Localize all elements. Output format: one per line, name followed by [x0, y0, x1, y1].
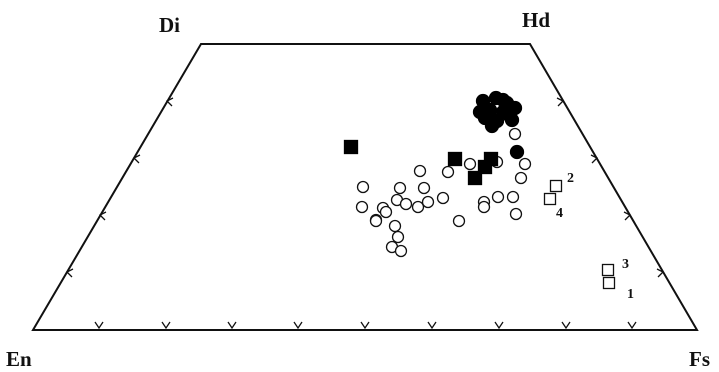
open-circle-marker — [436, 191, 450, 205]
open-circle-marker — [452, 214, 466, 228]
open-circle-marker — [518, 157, 532, 171]
open-circle-marker — [477, 200, 491, 214]
right-tick-4 — [656, 268, 665, 278]
vertex-label-hd: Hd — [522, 8, 550, 32]
filled-circle-marker — [504, 112, 520, 128]
open-circle-marker — [369, 214, 383, 228]
filled-circle-marker — [484, 118, 500, 134]
right-tick-3 — [623, 211, 632, 221]
open-circle-marker — [399, 197, 413, 211]
open-square-marker — [601, 263, 615, 277]
point-label-3: 3 — [622, 257, 629, 272]
bottom-tick-7 — [494, 321, 504, 330]
right-tick-1 — [556, 97, 565, 107]
open-circle-marker — [411, 200, 425, 214]
open-circle-marker — [356, 180, 370, 194]
tick-marks — [65, 97, 665, 330]
bottom-tick-5 — [360, 321, 370, 330]
bottom-tick-3 — [227, 321, 237, 330]
open-circle-marker — [355, 200, 369, 214]
open-circle-marker — [506, 190, 520, 204]
vertex-label-fs: Fs — [689, 347, 710, 371]
open-square-marker — [549, 179, 563, 193]
open-circle-marker — [413, 164, 427, 178]
filled-circle-marker — [472, 104, 488, 120]
open-circle-marker — [514, 171, 528, 185]
bottom-tick-8 — [561, 321, 571, 330]
point-label-2: 2 — [567, 171, 574, 186]
bottom-tick-6 — [427, 321, 437, 330]
open-circle-marker — [421, 195, 435, 209]
open-square-marker — [543, 192, 557, 206]
open-square-marker — [602, 276, 616, 290]
open-circle-marker — [394, 244, 408, 258]
left-tick-4 — [165, 97, 174, 107]
open-circle-marker — [441, 165, 455, 179]
open-circle-marker — [391, 230, 405, 244]
filled-circle-marker — [495, 92, 511, 108]
bottom-tick-1 — [94, 321, 104, 330]
open-circle-marker — [388, 219, 402, 233]
data-markers — [343, 90, 616, 290]
filled-circle-marker — [509, 144, 525, 160]
left-tick-2 — [98, 211, 107, 221]
filled-square-marker — [467, 170, 483, 186]
filled-square-marker — [447, 151, 463, 167]
left-tick-1 — [65, 268, 74, 278]
bottom-tick-2 — [161, 321, 171, 330]
filled-square-marker — [483, 151, 499, 167]
left-tick-3 — [132, 154, 141, 164]
open-circle-marker — [508, 127, 522, 141]
point-label-4: 4 — [556, 206, 563, 221]
vertex-label-en: En — [6, 347, 32, 371]
vertex-label-di: Di — [159, 13, 180, 37]
filled-square-marker — [343, 139, 359, 155]
open-circle-marker — [393, 181, 407, 195]
quadrilateral-frame — [31, 43, 699, 331]
right-tick-2 — [590, 154, 599, 164]
bottom-tick-9 — [627, 321, 637, 330]
point-label-1: 1 — [627, 287, 634, 302]
bottom-tick-4 — [293, 321, 303, 330]
open-circle-marker — [417, 181, 431, 195]
open-circle-marker — [509, 207, 523, 221]
open-circle-marker — [491, 190, 505, 204]
open-circle-marker — [463, 157, 477, 171]
open-circle-marker — [379, 205, 393, 219]
